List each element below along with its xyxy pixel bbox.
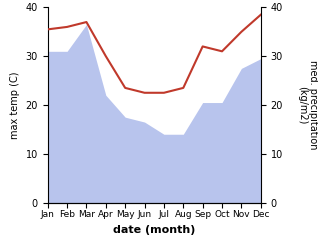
X-axis label: date (month): date (month)	[113, 225, 196, 235]
Y-axis label: med. precipitation
(kg/m2): med. precipitation (kg/m2)	[297, 60, 318, 150]
Y-axis label: max temp (C): max temp (C)	[10, 71, 20, 139]
